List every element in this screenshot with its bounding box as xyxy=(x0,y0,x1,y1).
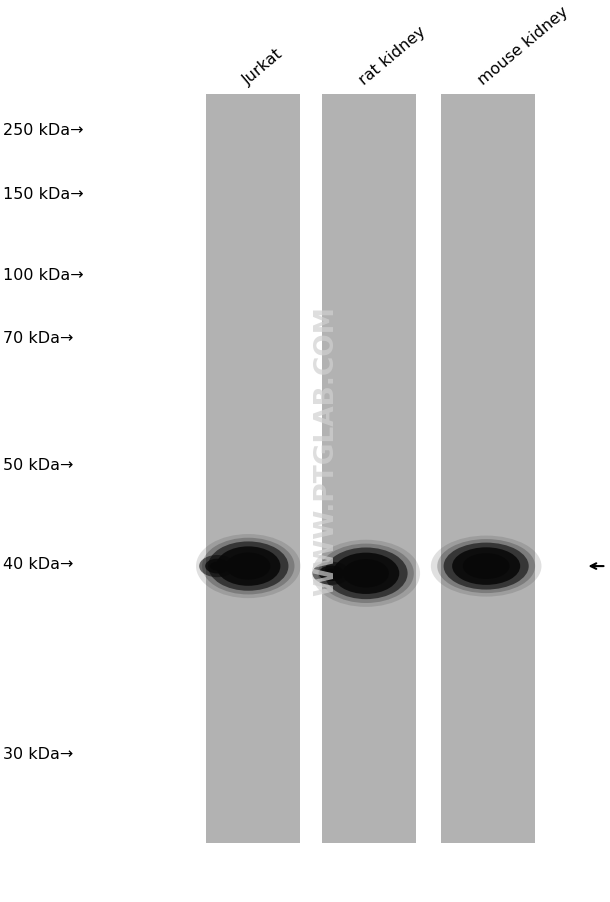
Text: 70 kDa→: 70 kDa→ xyxy=(3,331,73,345)
Ellipse shape xyxy=(443,543,529,590)
Bar xyxy=(322,95,416,843)
Text: Jurkat: Jurkat xyxy=(240,46,286,87)
Ellipse shape xyxy=(208,542,289,591)
Ellipse shape xyxy=(318,544,414,603)
Ellipse shape xyxy=(463,554,509,579)
Ellipse shape xyxy=(343,559,389,588)
Ellipse shape xyxy=(452,548,520,585)
Text: WWW.PTGLAB.COM: WWW.PTGLAB.COM xyxy=(314,306,339,596)
Ellipse shape xyxy=(312,540,420,607)
Text: 250 kDa→: 250 kDa→ xyxy=(3,124,84,138)
Ellipse shape xyxy=(319,566,343,582)
Ellipse shape xyxy=(437,539,535,594)
Bar xyxy=(206,95,300,843)
Ellipse shape xyxy=(196,535,301,598)
Text: rat kidney: rat kidney xyxy=(356,23,429,87)
Ellipse shape xyxy=(202,538,295,594)
Ellipse shape xyxy=(332,553,400,594)
Text: 100 kDa→: 100 kDa→ xyxy=(3,268,84,282)
Ellipse shape xyxy=(325,548,407,600)
Text: 150 kDa→: 150 kDa→ xyxy=(3,187,84,201)
Ellipse shape xyxy=(324,569,339,578)
Ellipse shape xyxy=(205,559,229,574)
Ellipse shape xyxy=(226,553,270,580)
Ellipse shape xyxy=(199,556,235,577)
Ellipse shape xyxy=(431,536,542,597)
Ellipse shape xyxy=(312,562,350,585)
Text: 50 kDa→: 50 kDa→ xyxy=(3,457,73,472)
Ellipse shape xyxy=(210,562,224,571)
Text: mouse kidney: mouse kidney xyxy=(475,4,571,87)
Text: 40 kDa→: 40 kDa→ xyxy=(3,557,73,571)
Bar xyxy=(440,95,536,843)
Ellipse shape xyxy=(216,547,281,586)
Text: 30 kDa→: 30 kDa→ xyxy=(3,746,73,760)
